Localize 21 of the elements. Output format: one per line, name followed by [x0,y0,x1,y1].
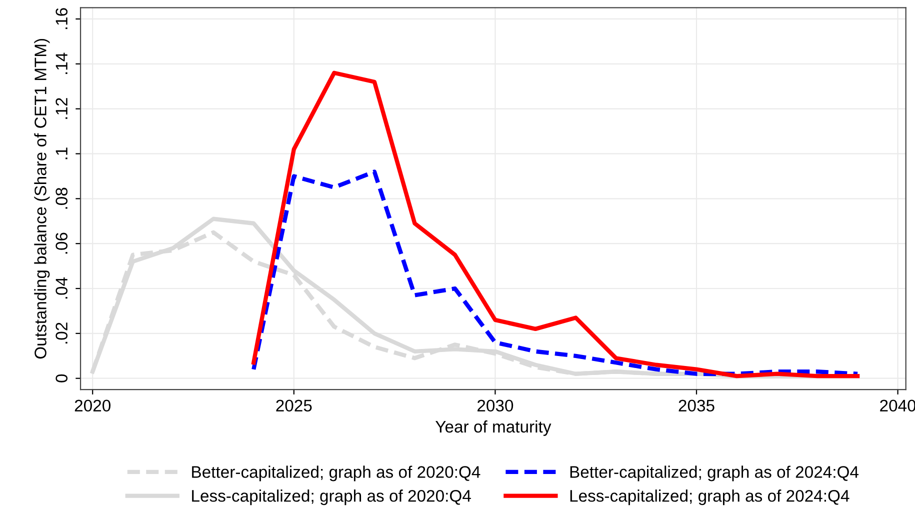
y-tick-label: .08 [56,188,68,209]
y-tick-label: .14 [56,52,68,74]
x-tick-label: 2035 [678,400,714,412]
y-tick-label: .02 [56,322,68,344]
y-tick-label: .12 [56,98,68,119]
y-tick-label: 0 [56,374,68,382]
y-axis-title: Outstanding balance (Share of CET1 MTM) [34,38,50,359]
line-series [252,170,860,376]
y-tick-label: .1 [56,148,68,160]
x-tick-label: 2020 [74,400,110,412]
legend-label: Better-capitalized; graph as of 2020:Q4 [192,466,480,482]
y-tick-label: .06 [56,232,68,254]
legend-label: Less-capitalized; graph as of 2020:Q4 [192,490,471,506]
x-tick-label: 2025 [276,400,312,412]
x-axis-title: Year of maturity [436,420,552,436]
legend-label: Better-capitalized; graph as of 2024:Q4 [570,466,859,482]
y-tick-label: .16 [56,8,68,30]
y-tick-label: .04 [56,277,68,299]
legend-label: Less-capitalized; graph as of 2024:Q4 [570,490,850,506]
x-tick-label: 2030 [478,400,514,412]
line-series [252,70,860,378]
